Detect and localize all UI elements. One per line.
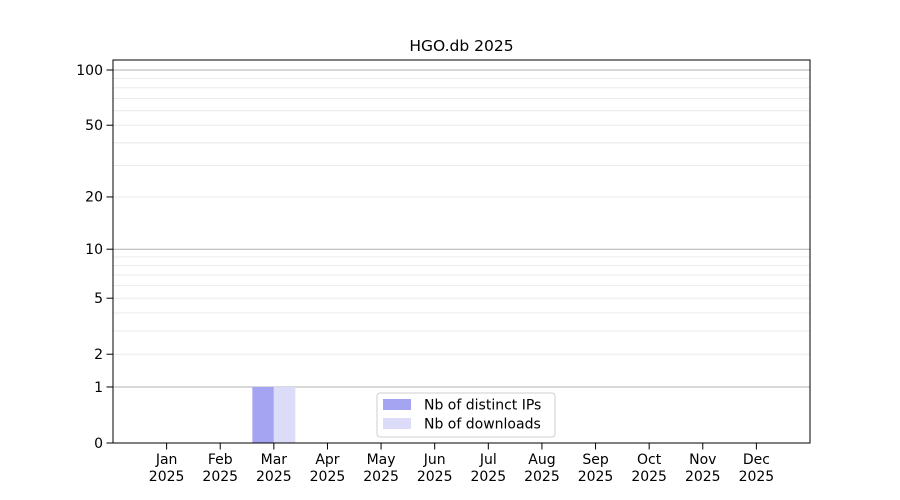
legend-label-nb-of-distinct-ips: Nb of distinct IPs [424, 397, 541, 413]
legend-swatch-nb-of-distinct-ips [383, 399, 411, 410]
y-tick-label: 0 [94, 436, 103, 452]
x-tick-label-year: 2025 [363, 469, 399, 485]
y-tick-label: 2 [94, 347, 103, 363]
x-tick-label-year: 2025 [578, 469, 614, 485]
x-tick-label-month: Jan [155, 452, 178, 468]
x-tick-label-month: Nov [689, 452, 716, 468]
x-tick-label-year: 2025 [739, 469, 775, 485]
x-tick-label-month: Dec [743, 452, 770, 468]
y-tick-label: 100 [76, 63, 103, 79]
x-tick-label-year: 2025 [310, 469, 346, 485]
x-tick-label-month: Jun [423, 452, 446, 468]
x-tick-label-year: 2025 [470, 469, 506, 485]
x-tick-label-month: Feb [208, 452, 233, 468]
x-tick-label-month: Apr [315, 452, 339, 468]
x-tick-label-year: 2025 [256, 469, 292, 485]
x-tick-label-year: 2025 [149, 469, 185, 485]
y-tick-label: 10 [85, 242, 103, 258]
x-tick-label-year: 2025 [685, 469, 721, 485]
y-tick-label: 20 [85, 190, 103, 206]
chart-title: HGO.db 2025 [409, 37, 513, 55]
x-tick-label-year: 2025 [417, 469, 453, 485]
y-tick-label: 50 [85, 118, 103, 134]
x-tick-label-month: Sep [582, 452, 609, 468]
legend-label-nb-of-downloads: Nb of downloads [424, 416, 541, 432]
legend [376, 392, 556, 438]
x-tick-label-month: May [367, 452, 396, 468]
y-tick-label: 5 [94, 291, 103, 307]
x-tick-label-year: 2025 [631, 469, 667, 485]
bar-nb-of-distinct-ips-mar [252, 386, 274, 443]
x-tick-label-month: Aug [528, 452, 555, 468]
bar-nb-of-downloads-mar [273, 386, 296, 443]
x-tick-label-year: 2025 [524, 469, 560, 485]
x-tick-label-month: Mar [261, 452, 288, 468]
x-tick-label-month: Jul [479, 452, 497, 468]
y-tick-label: 1 [94, 380, 103, 396]
x-tick-label-year: 2025 [202, 469, 238, 485]
x-tick-label-month: Oct [637, 452, 662, 468]
legend-swatch-nb-of-downloads [383, 418, 411, 429]
plot-border [112, 59, 811, 444]
